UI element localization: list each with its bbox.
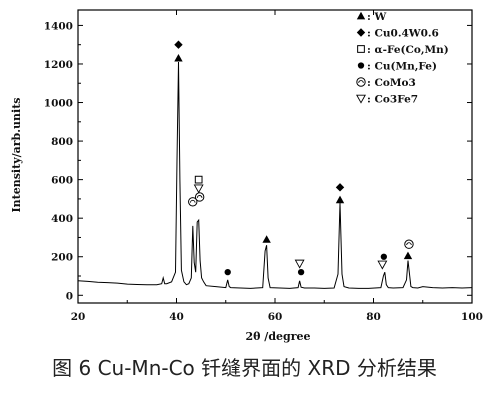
peak-annotations [174, 40, 414, 276]
circle-half-outline [188, 197, 198, 207]
x-tick-label: 100 [461, 311, 483, 323]
legend-circle-half-icon [356, 77, 366, 87]
legend-entry-label: : Cu0.4W0.6 [367, 28, 439, 40]
legend-entry-label: : α-Fe(Co,Mn) [367, 44, 449, 56]
circle-half-marker [194, 192, 205, 202]
circle-half-outline [404, 239, 414, 249]
legend-entry-label: : CoMo3 [367, 77, 416, 89]
legend-entry-label: : W [367, 11, 387, 23]
diamond-filled-marker [174, 40, 183, 49]
y-tick-label: 1400 [44, 20, 73, 32]
x-tick-label: 60 [268, 311, 283, 323]
square-open-marker [194, 175, 203, 184]
triangle-filled-marker [262, 235, 271, 243]
x-tick-label: 80 [366, 311, 381, 323]
triangle-filled-marker [403, 251, 413, 260]
triangle-filled-marker [174, 53, 183, 62]
circle-half-arc [189, 199, 196, 203]
x-axis-title: 2θ /degree [245, 330, 310, 343]
circle-half-arc [196, 195, 203, 198]
diamond-filled-marker [335, 183, 345, 192]
circle-filled-marker [224, 269, 231, 276]
xrd-chart: 0 200 400 600 800 1000 1200 1400 20 40 60 80 100 : … [10, 9, 483, 343]
legend-entry-label: : Co3Fe7 [367, 94, 418, 106]
y-tick-label: 400 [51, 213, 73, 225]
x-tick-label: 40 [169, 311, 184, 323]
circle-half-marker [404, 239, 414, 249]
circle-half-marker [188, 197, 198, 207]
circle-filled-marker [297, 269, 305, 276]
y-axis-title: Intensity/arb.units [10, 98, 23, 213]
circle-filled-marker [380, 253, 387, 260]
legend-entry-label: : Cu(Mn,Fe) [367, 61, 437, 73]
x-tick-label: 20 [71, 311, 86, 323]
y-tick-label: 600 [51, 175, 73, 187]
y-tick-label: 1000 [44, 98, 73, 110]
legend-square-open-icon [357, 45, 365, 53]
triangle-open-marker [377, 260, 388, 270]
y-tick-label: 800 [51, 136, 73, 148]
y-axis-ticks: 0 200 400 600 800 1000 1200 1400 [44, 20, 472, 302]
triangle-open-marker [294, 259, 305, 269]
triangle-filled-marker [335, 195, 345, 204]
legend: : W : Cu0.4W0.6 : α-Fe(Co,Mn) : Cu(Mn,Fe) : … [356, 11, 449, 106]
y-tick-label: 0 [66, 290, 73, 302]
legend-circle-filled-icon [357, 62, 365, 69]
x-axis-ticks: 20 40 60 80 100 [71, 10, 483, 323]
legend-triangle-filled-icon [356, 11, 366, 20]
circle-half-outline [356, 77, 366, 87]
legend-diamond-filled-icon [356, 28, 366, 37]
circle-half-arc [358, 80, 364, 83]
circle-half-arc [406, 242, 412, 246]
legend-triangle-open-icon [356, 94, 366, 104]
circle-half-outline [194, 192, 205, 202]
triangle-open-marker [193, 184, 204, 194]
y-tick-label: 200 [51, 252, 73, 264]
y-tick-label: 1200 [44, 59, 73, 71]
figure-caption: 图 6 Cu-Mn-Co 钎缝界面的 XRD 分析结果 [52, 356, 437, 380]
xrd-series-line [77, 61, 473, 289]
